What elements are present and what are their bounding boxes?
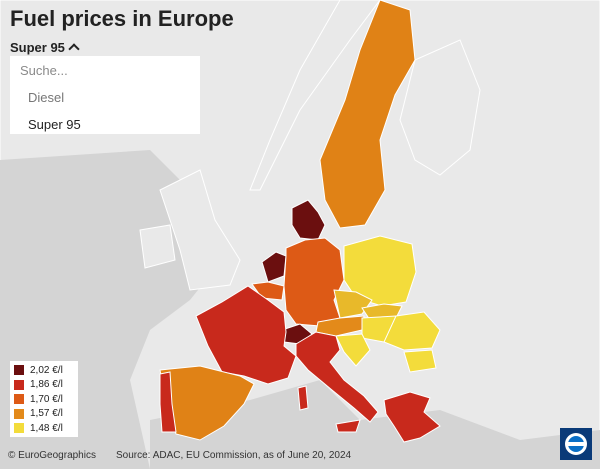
country-italy[interactable] bbox=[295, 331, 379, 423]
country-slovenia-croatia[interactable] bbox=[335, 333, 371, 367]
country-bulgaria[interactable] bbox=[403, 349, 437, 373]
broadcaster-logo-icon[interactable] bbox=[560, 428, 592, 460]
legend-item: 1,70 €/l bbox=[14, 392, 78, 407]
country-portugal[interactable] bbox=[159, 371, 177, 433]
option-super-95[interactable]: Super 95 bbox=[28, 117, 81, 132]
country-romania[interactable] bbox=[383, 311, 441, 351]
country-germany[interactable] bbox=[283, 237, 345, 327]
source-note: Source: ADAC, EU Commission, as of June … bbox=[116, 450, 352, 461]
uk-ireland-land bbox=[139, 169, 241, 291]
country-finland bbox=[399, 39, 481, 176]
legend-label: 2,02 €/l bbox=[30, 364, 63, 376]
legend-label: 1,48 €/l bbox=[30, 422, 63, 434]
legend-swatch bbox=[14, 394, 24, 405]
page-title: Fuel prices in Europe bbox=[10, 6, 234, 31]
legend-swatch bbox=[14, 379, 24, 390]
legend-swatch bbox=[14, 423, 24, 434]
price-legend: 2,02 €/l 1,86 €/l 1,70 €/l 1,57 €/l 1,48… bbox=[10, 361, 78, 437]
selected-fuel-label: Super 95 bbox=[10, 40, 65, 55]
country-sicily[interactable] bbox=[335, 419, 361, 433]
country-sardinia[interactable] bbox=[297, 385, 309, 411]
search-input[interactable] bbox=[20, 63, 180, 78]
legend-item: 1,57 €/l bbox=[14, 407, 78, 422]
legend-label: 1,70 €/l bbox=[30, 393, 63, 405]
legend-item: 2,02 €/l bbox=[14, 363, 78, 378]
fuel-dropdown: Diesel Super 95 bbox=[10, 56, 200, 134]
country-poland[interactable] bbox=[343, 235, 417, 307]
sea-mediterranean bbox=[150, 380, 600, 469]
chevron-up-icon bbox=[68, 43, 80, 55]
option-diesel[interactable]: Diesel bbox=[28, 90, 65, 105]
legend-item: 1,48 €/l bbox=[14, 421, 78, 436]
legend-swatch bbox=[14, 408, 24, 419]
norway-land bbox=[249, 0, 381, 191]
legend-label: 1,57 €/l bbox=[30, 408, 63, 420]
legend-label: 1,86 €/l bbox=[30, 379, 63, 391]
country-greece[interactable] bbox=[383, 391, 441, 443]
map-credit: © EuroGeographics bbox=[8, 450, 96, 461]
legend-item: 1,86 €/l bbox=[14, 378, 78, 393]
legend-swatch bbox=[14, 365, 24, 376]
country-denmark[interactable] bbox=[291, 199, 326, 241]
fuel-type-toggle[interactable]: Super 95 bbox=[10, 40, 80, 55]
